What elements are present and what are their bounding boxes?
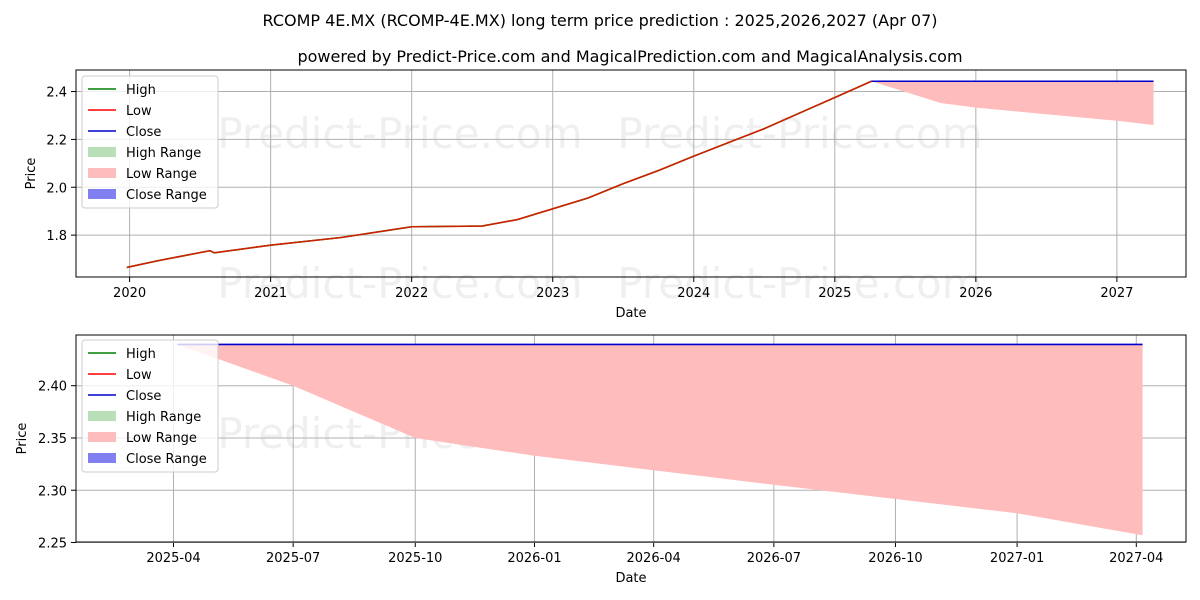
chart-subtitle: powered by Predict-Price.com and Magical… (297, 47, 962, 66)
watermark: Predict-Price.com (217, 109, 582, 158)
x-tick-label: 2026-07 (747, 551, 801, 566)
x-tick-label: 2027-01 (990, 551, 1044, 566)
panel-top: Predict-Price.com Predict-Price.com Predic… (24, 69, 1187, 321)
panel-bottom: Predict-Price.comPredict-Price.com2025-0… (15, 334, 1187, 586)
legend-swatch-high-range (88, 411, 116, 421)
legend-label: High Range (126, 146, 201, 161)
x-tick-label: 2025-07 (266, 551, 320, 566)
y-tick-label: 2.25 (38, 537, 67, 552)
x-tick-label: 2026-04 (627, 551, 681, 566)
x-tick-label: 2025-04 (146, 551, 200, 566)
legend-label: Low Range (126, 167, 197, 182)
legend-swatch-high-range (88, 147, 116, 157)
y-tick-label: 2.0 (46, 181, 67, 196)
x-tick-label: 2026-01 (507, 551, 561, 566)
x-tick-label: 2025-10 (388, 551, 442, 566)
x-tick-label: 2024 (677, 286, 710, 301)
y-tick-label: 2.35 (38, 432, 67, 447)
y-tick-label: 2.2 (46, 133, 67, 148)
x-tick-label: 2023 (536, 286, 569, 301)
x-tick-label: 2027 (1100, 286, 1133, 301)
plot-frame (75, 69, 1187, 278)
legend-label: Low (126, 104, 152, 119)
low-line (126, 80, 872, 269)
legend-label: High (126, 83, 156, 98)
legend-label: Close Range (126, 188, 207, 203)
legend-label: Low Range (126, 431, 197, 446)
y-tick-label: 2.40 (38, 380, 67, 395)
x-tick-label: 2022 (395, 286, 428, 301)
legend-label: High Range (126, 410, 201, 425)
y-tick-label: 1.8 (46, 229, 67, 244)
watermark: Predict-Price.com (617, 259, 982, 308)
watermark: Predict-Price.com (617, 109, 982, 158)
chart-title: RCOMP 4E.MX (RCOMP-4E.MX) long term pric… (263, 11, 938, 30)
x-tick-label: 2025 (818, 286, 851, 301)
y-tick-label: 2.4 (46, 86, 67, 101)
legend-swatch-close-range (88, 189, 116, 199)
legend-swatch-low-range (88, 432, 116, 442)
x-axis-label: Date (615, 571, 646, 586)
legend-label: Low (126, 368, 152, 383)
x-tick-label: 2026 (959, 286, 992, 301)
x-tick-label: 2026-10 (868, 551, 922, 566)
low-range-area (177, 344, 1143, 536)
legend-label: High (126, 347, 156, 362)
y-axis-label: Price (15, 423, 30, 455)
x-tick-label: 2020 (113, 286, 146, 301)
y-axis-label: Price (24, 158, 39, 190)
legend-swatch-close-range (88, 453, 116, 463)
watermark: Predict-Price.com (217, 259, 582, 308)
legend-label: Close (126, 125, 161, 140)
x-tick-label: 2027-04 (1109, 551, 1163, 566)
x-axis-label: Date (615, 306, 646, 321)
legend-label: Close (126, 389, 161, 404)
low-range-area (871, 81, 1154, 126)
legend-label: Close Range (126, 452, 207, 467)
legend-swatch-low-range (88, 168, 116, 178)
x-tick-label: 2021 (254, 286, 287, 301)
y-tick-label: 2.30 (38, 484, 67, 499)
plot-frame (75, 334, 1187, 543)
